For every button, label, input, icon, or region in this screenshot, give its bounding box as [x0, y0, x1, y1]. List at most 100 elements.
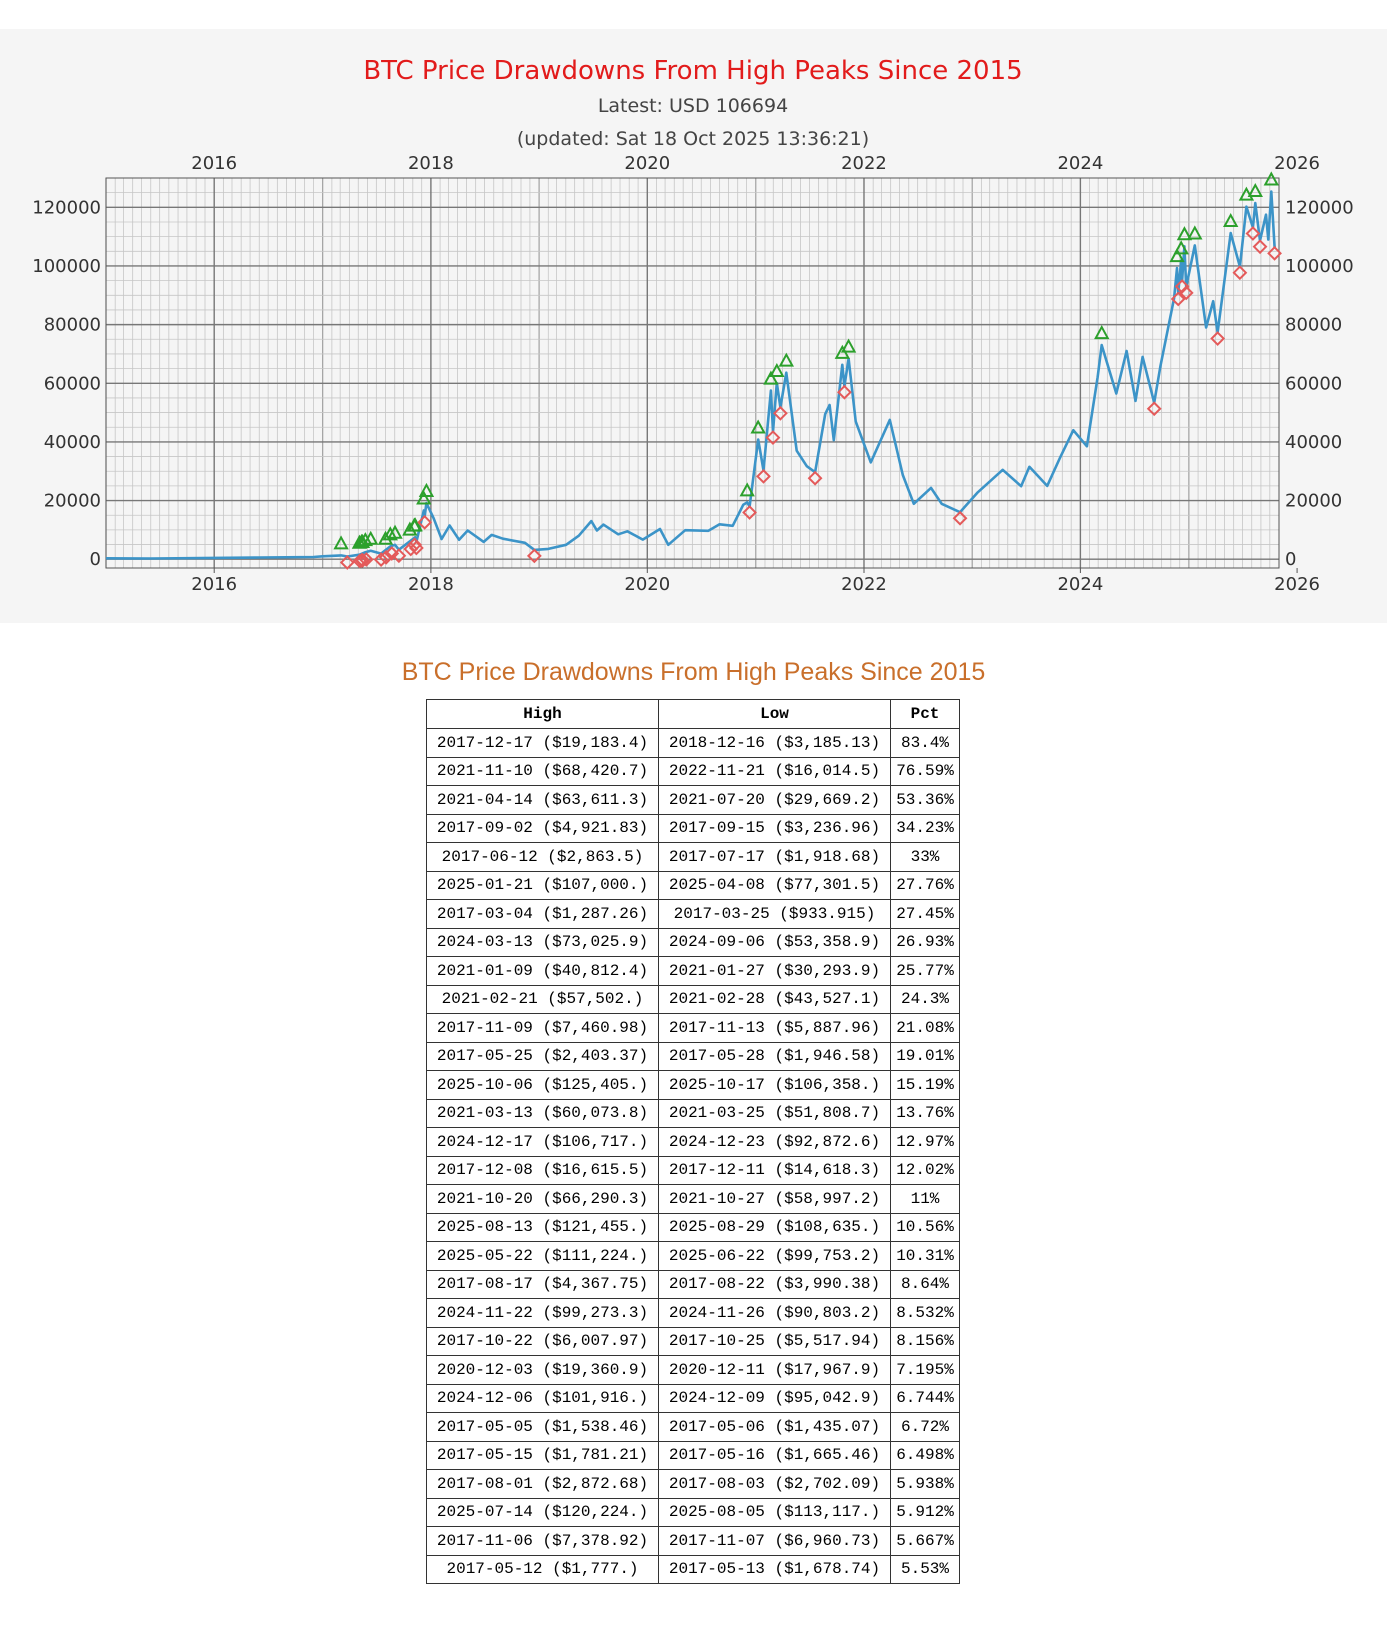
table-row: 2017-10-22 ($6,007.97) 2017-10-25 ($5,517… [426, 1326, 960, 1356]
table-row: 2024-03-13 ($73,025.9) 2024-09-06 ($53,35… [426, 927, 960, 957]
low-trough-marker [339, 555, 355, 570]
high-peak-marker [1238, 186, 1255, 201]
low-trough-marker [526, 548, 542, 564]
cell-low: 2017-05-13 ($1,678.74) [658, 1554, 891, 1584]
table-row: 2021-02-21 ($57,502.) 2021-02-28 ($43,527… [426, 984, 960, 1014]
high-peak-marker [769, 362, 785, 378]
table-row: 2017-08-01 ($2,872.68) 2017-08-03 ($2,702… [426, 1469, 960, 1499]
table-row: 2017-05-12 ($1,777.) 2017-05-13 ($1,678.7… [426, 1554, 960, 1584]
low-trough-marker [378, 549, 394, 565]
table-row: 2017-12-17 ($19,183.4) 2018-12-16 ($3,185… [426, 728, 960, 758]
cell-high: 2024-03-13 ($73,025.9) [426, 927, 659, 957]
table-row: 2025-10-06 ($125,405.) 2025-10-17 ($106,3… [426, 1070, 960, 1100]
table-row: 2025-05-22 ($111,224.) 2025-06-22 ($99,75… [426, 1241, 960, 1271]
cell-high: 2017-08-17 ($4,367.75) [426, 1269, 659, 1299]
high-peak-marker [739, 482, 755, 497]
header-low: Low [658, 699, 891, 729]
cell-high: 2017-12-08 ($16,615.5) [426, 1155, 659, 1185]
cell-high: 2017-08-01 ($2,872.68) [426, 1469, 659, 1499]
cell-low: 2017-05-06 ($1,435.07) [658, 1412, 891, 1442]
cell-pct: 5.912% [890, 1497, 960, 1527]
header-high: High [426, 699, 659, 729]
x-tick-label-top: 2022 [841, 153, 887, 174]
high-peak-marker [357, 532, 374, 547]
table-row: 2017-05-15 ($1,781.21) 2017-05-16 ($1,665… [426, 1440, 960, 1470]
cell-pct: 24.3% [890, 984, 960, 1014]
low-trough-marker [742, 505, 757, 520]
cell-pct: 7.195% [890, 1355, 960, 1385]
cell-pct: 21.08% [890, 1013, 960, 1043]
cell-high: 2017-10-22 ($6,007.97) [426, 1326, 659, 1356]
cell-pct: 10.31% [890, 1241, 960, 1271]
cell-pct: 26.93% [890, 927, 960, 957]
table-row: 2017-05-05 ($1,538.46) 2017-05-06 ($1,435… [426, 1412, 960, 1442]
cell-high: 2025-05-22 ($111,224.) [426, 1241, 659, 1271]
table-row: 2017-03-04 ($1,287.26) 2017-03-25 ($933.9… [426, 899, 960, 929]
header-pct: Pct [890, 699, 960, 729]
cell-high: 2017-11-09 ($7,460.98) [426, 1013, 659, 1043]
cell-high: 2021-02-21 ($57,502.) [426, 984, 659, 1014]
cell-low: 2025-06-22 ($99,753.2) [658, 1241, 891, 1271]
cell-low: 2021-03-25 ($51,808.7) [658, 1098, 891, 1128]
high-peak-marker [840, 338, 857, 353]
cell-high: 2017-09-02 ($4,921.83) [426, 813, 659, 843]
low-trough-marker [1252, 239, 1268, 255]
cell-low: 2021-02-28 ($43,527.1) [658, 984, 891, 1014]
cell-pct: 6.744% [890, 1383, 960, 1413]
chart-panel: BTC Price Drawdowns From High Peaks Sinc… [0, 29, 1387, 623]
y-tick-label-left: 20000 [44, 491, 101, 512]
cell-pct: 83.4% [890, 728, 960, 758]
table-row: 2025-07-14 ($120,224.) 2025-08-05 ($113,1… [426, 1497, 960, 1527]
drawdown-table: High Low Pct 2017-12-17 ($19,183.4) 2018-… [426, 699, 960, 1584]
cell-high: 2017-03-04 ($1,287.26) [426, 899, 659, 929]
high-peak-marker [333, 535, 349, 550]
table-row: 2017-06-12 ($2,863.5) 2017-07-17 ($1,918.… [426, 842, 960, 872]
low-trough-marker [1245, 226, 1261, 241]
cell-low: 2024-11-26 ($90,803.2) [658, 1298, 891, 1328]
low-trough-marker [837, 384, 852, 400]
minor-grid [105, 177, 1280, 568]
y-tick-label-left: 80000 [44, 315, 101, 336]
cell-high: 2017-05-25 ($2,403.37) [426, 1041, 659, 1071]
price-line [105, 190, 1277, 560]
y-tick-label-left: 40000 [44, 432, 101, 453]
y-tick-label-right: 80000 [1285, 315, 1342, 336]
low-trough-marker [1146, 401, 1162, 417]
low-trough-marker [1178, 285, 1194, 301]
cell-pct: 8.532% [890, 1298, 960, 1328]
x-tick-label-bottom: 2016 [191, 574, 237, 595]
cell-low: 2017-05-28 ($1,946.58) [658, 1041, 891, 1071]
cell-pct: 5.938% [890, 1469, 960, 1499]
cell-pct: 10.56% [890, 1212, 960, 1242]
cell-pct: 8.156% [890, 1326, 960, 1356]
cell-high: 2021-03-13 ($60,073.8) [426, 1098, 659, 1128]
cell-low: 2021-07-20 ($29,669.2) [658, 785, 891, 815]
cell-pct: 34.23% [890, 813, 960, 843]
low-trough-marker [1232, 265, 1248, 281]
table-header-row: High Low Pct [426, 699, 960, 729]
cell-pct: 11% [890, 1184, 960, 1214]
chart-title: BTC Price Drawdowns From High Peaks Sinc… [363, 56, 1022, 86]
low-trough-marker [756, 468, 771, 484]
low-trough-marker [403, 541, 419, 557]
low-trough-marker [765, 430, 781, 445]
high-peak-marker [1263, 171, 1279, 186]
cell-pct: 13.76% [890, 1098, 960, 1128]
table-row: 2021-03-13 ($60,073.8) 2021-03-25 ($51,80… [426, 1098, 960, 1128]
x-tick-label-top: 2026 [1274, 153, 1320, 174]
cell-high: 2024-12-17 ($106,717.) [426, 1127, 659, 1157]
high-peak-marker [377, 530, 394, 545]
cell-low: 2022-11-21 ($16,014.5) [658, 756, 891, 786]
high-peak-marker [750, 419, 766, 434]
high-peak-marker [1187, 225, 1203, 240]
cell-high: 2024-11-22 ($99,273.3) [426, 1298, 659, 1328]
x-tick-label-bottom: 2022 [841, 574, 887, 595]
table-row: 2024-12-06 ($101,916.) 2024-12-09 ($95,04… [426, 1383, 960, 1413]
cell-low: 2025-08-05 ($113,117.) [658, 1497, 891, 1527]
table-row: 2024-12-17 ($106,717.) 2024-12-23 ($92,87… [426, 1127, 960, 1157]
low-trough-marker [354, 552, 370, 568]
cell-pct: 25.77% [890, 956, 960, 986]
cell-low: 2021-01-27 ($30,293.9) [658, 956, 891, 986]
chart-subtitle-latest: Latest: USD 106694 [598, 95, 788, 117]
cell-high: 2021-11-10 ($68,420.7) [426, 756, 659, 786]
